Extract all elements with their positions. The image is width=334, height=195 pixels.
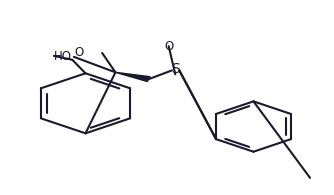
Text: O: O [164,40,173,53]
Polygon shape [116,72,150,82]
Text: S: S [171,62,180,76]
Text: HO: HO [54,50,72,63]
Text: O: O [75,46,84,59]
